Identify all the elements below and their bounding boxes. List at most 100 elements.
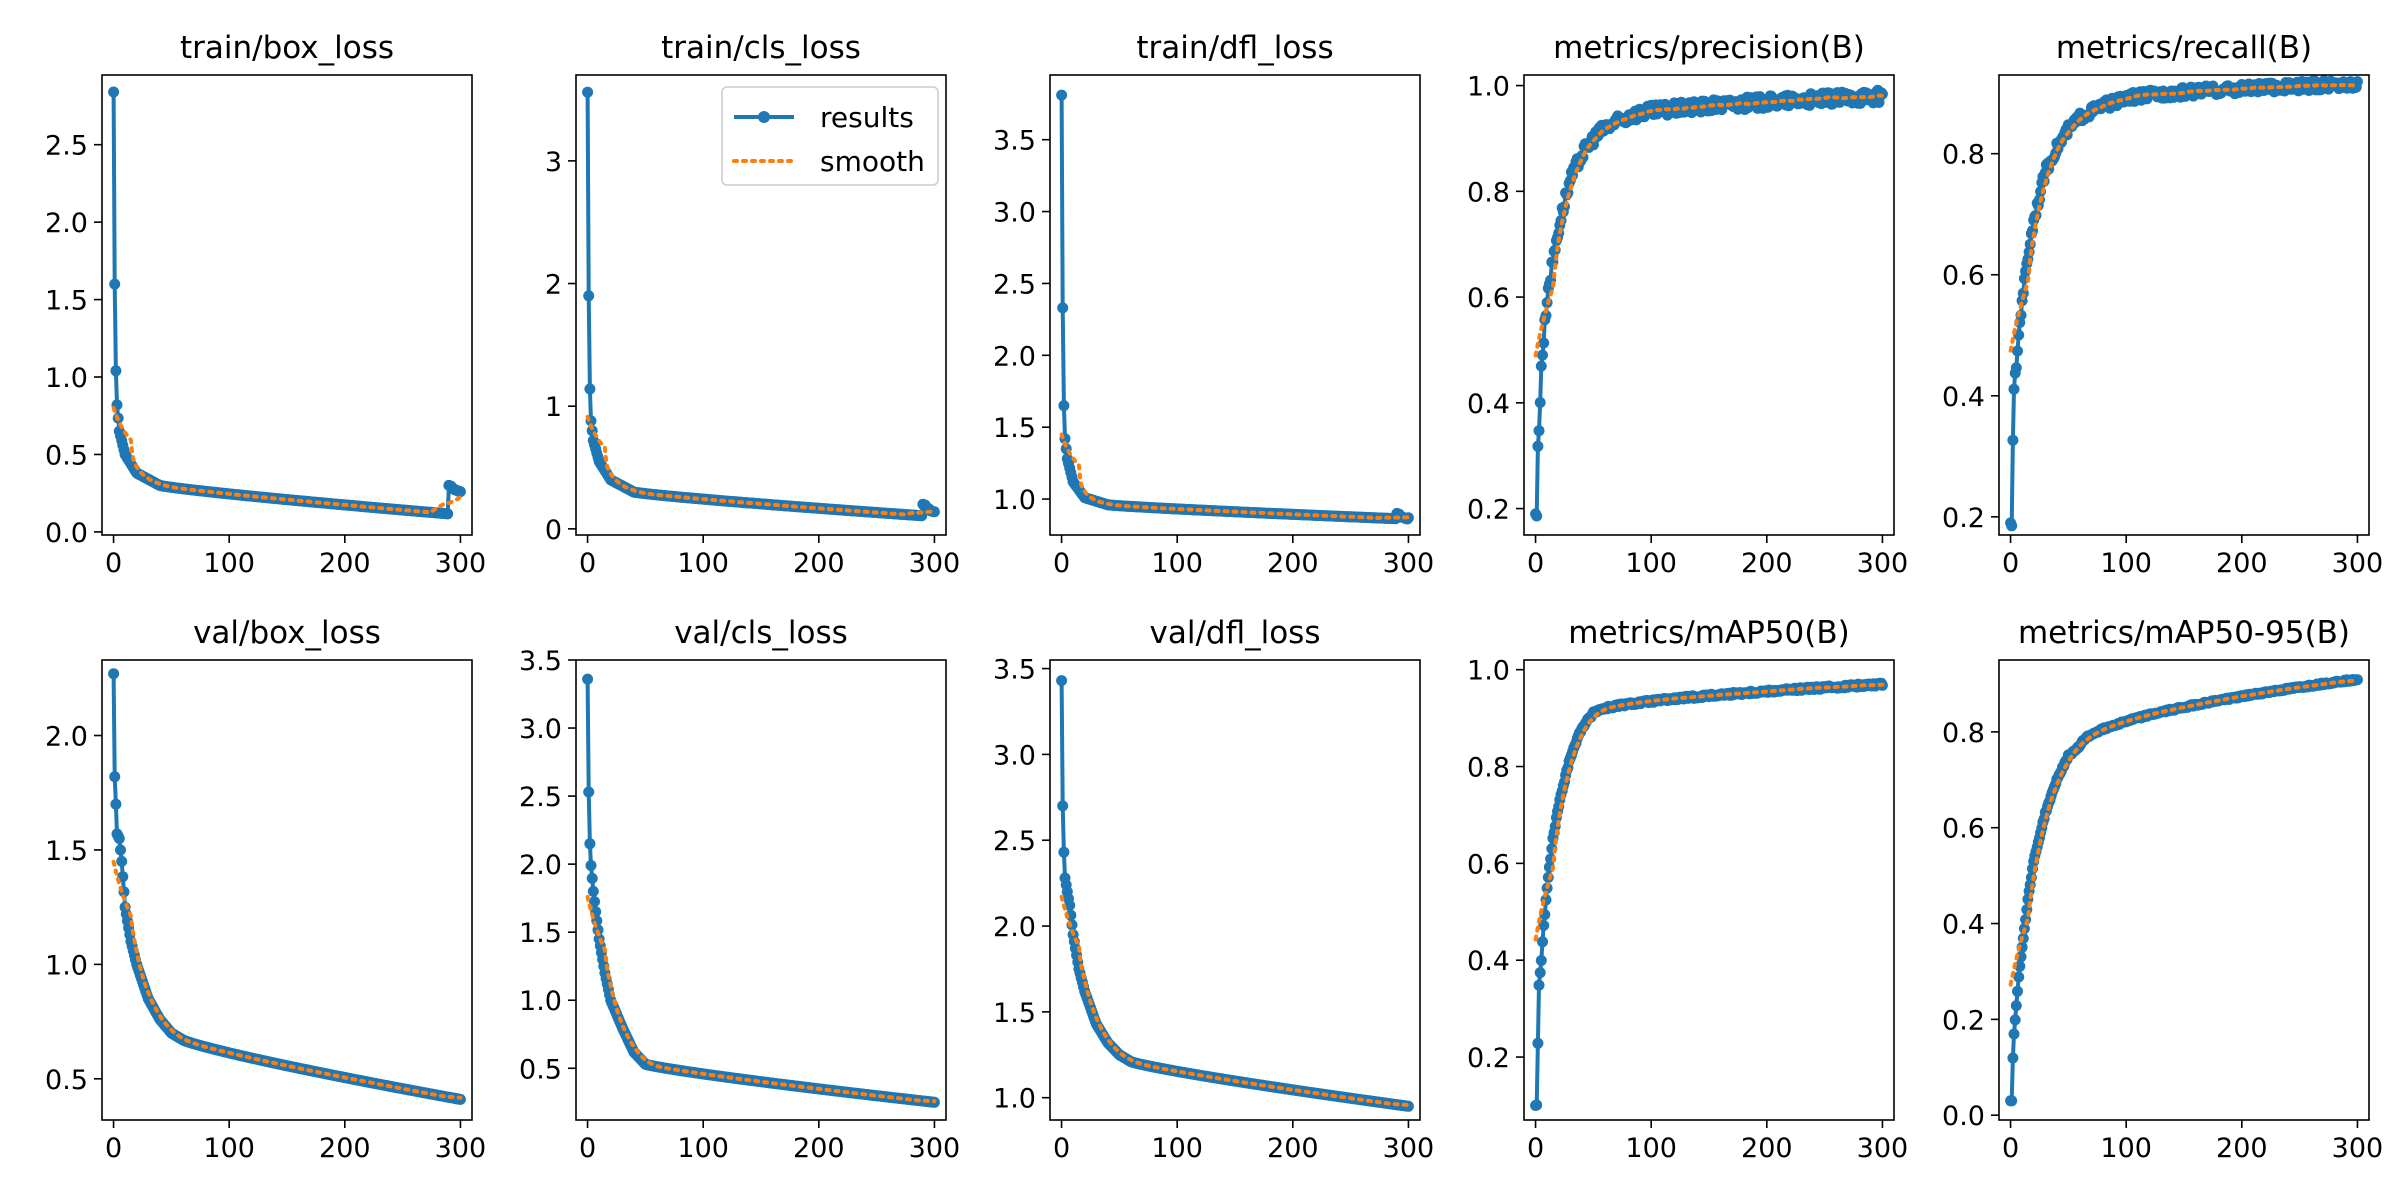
results-point [1064,899,1076,911]
x-tick-label: 200 [2216,1133,2268,1164]
x-tick-label: 200 [1267,1133,1319,1164]
plot-area [108,668,466,1105]
results-point [109,278,121,290]
chart-train-cls-loss: train/cls_loss 0 100 200 300 0 1 2 3 results smoot… [545,30,960,579]
y-tick-label: 0.4 [1942,910,1985,941]
results-point [1056,675,1068,687]
smooth-line [1533,682,1885,942]
results-point [582,673,594,685]
chart-title: train/dfl_loss [1136,30,1333,66]
x-tick-label: 0 [1053,548,1070,579]
results-point [2007,434,2019,446]
y-tick-label: 1.5 [993,413,1036,444]
smooth-line [111,859,463,1100]
x-tick-label: 0 [1527,548,1544,579]
legend: results smooth [721,86,939,186]
chart-title: metrics/mAP50-95(B) [2018,615,2350,651]
x-tick-label: 300 [1383,548,1435,579]
results-point [2351,674,2363,686]
results-point [1531,510,1543,522]
chart-title: val/dfl_loss [1150,615,1321,651]
chart-title: val/cls_loss [674,615,848,651]
smooth-line [585,414,937,517]
results-point [2008,1028,2020,1040]
x-tick-label: 100 [2100,1133,2152,1164]
x-tick-label: 100 [2100,548,2152,579]
y-tick-label: 2.5 [45,131,88,162]
results-point [109,771,121,783]
x-tick-label: 100 [677,548,729,579]
y-tick-label: 1.0 [1467,656,1510,687]
y-tick-label: 3.5 [519,646,562,677]
results-point [1535,360,1547,372]
results-point [583,786,595,798]
y-tick-label: 1.0 [45,950,88,981]
axes-frame [1998,659,2370,1121]
results-point [2008,383,2020,395]
y-tick-label: 0.6 [1467,283,1510,314]
y-tick-label: 2.5 [993,826,1036,857]
y-tick-label: 0.0 [1942,1101,1985,1132]
y-tick-label: 0.2 [1942,503,1985,534]
x-tick-label: 300 [435,1133,487,1164]
x-tick-label: 200 [1741,548,1793,579]
legend-results-label: results [820,101,914,134]
results-point [442,508,454,520]
y-tick-label: 0.5 [45,440,88,471]
smooth-line [1059,432,1411,521]
chart-train-dfl-loss: train/dfl_loss 0 100 200 300 1.0 1.5 2.0 2.5 3.0 3… [993,30,1434,579]
results-point [2010,362,2022,374]
y-tick-label: 1 [545,392,562,423]
results-point [1537,349,1548,361]
x-tick-label: 0 [105,548,122,579]
axes-frame [1523,659,1895,1121]
results-point [2012,985,2023,997]
x-tick-label: 0 [2002,548,2019,579]
y-tick-label: 0.6 [1467,849,1510,880]
axes-frame [575,74,947,536]
x-tick-label: 200 [319,548,371,579]
results-point [1057,800,1069,812]
y-tick-label: 2.5 [519,782,562,813]
chart-val-cls-loss: val/cls_loss 0 100 200 300 0.5 1.0 1.5 2.0 2.5 3.0… [519,615,960,1164]
chart-title: metrics/recall(B) [2056,30,2312,66]
results-point [584,838,596,850]
results-markers [1530,84,1888,522]
y-tick-label: 2.5 [993,269,1036,300]
chart-metrics-map50-95-b: metrics/mAP50-95(B) 0 100 200 300 0.0 0.2 0.4 0.… [1942,615,2383,1164]
legend-smooth-label: smooth [820,145,925,178]
y-tick-label: 1.0 [45,363,88,394]
results-point [1538,337,1550,349]
y-tick-label: 1.5 [993,998,1036,1029]
results-point [110,365,122,377]
results-point [586,872,598,884]
x-tick-label: 100 [1151,1133,1203,1164]
x-tick-label: 0 [105,1133,122,1164]
plot-area [1056,675,1414,1112]
y-tick-label: 0.2 [1467,495,1510,526]
axes-frame [1049,74,1421,536]
y-tick-label: 0.4 [1467,389,1510,420]
chart-title: metrics/precision(B) [1553,30,1865,66]
results-point [2007,1052,2019,1064]
results-markers [582,673,940,1108]
y-tick-label: 1.0 [519,986,562,1017]
results-point [1058,400,1070,412]
results-point [1532,1037,1544,1049]
y-tick-label: 0.4 [1467,946,1510,977]
results-point [116,855,128,867]
axes-frame [1049,659,1421,1121]
results-line [111,673,462,1102]
results-point [1056,89,1068,101]
results-markers [2005,674,2363,1107]
y-tick-label: 0 [545,515,562,546]
plot-area [582,673,940,1108]
y-tick-label: 3.0 [993,740,1036,771]
y-tick-label: 1.0 [993,1084,1036,1115]
smooth-line [2008,82,2360,353]
x-tick-label: 300 [909,1133,961,1164]
y-tick-label: 1.5 [519,918,562,949]
results-point [582,86,594,98]
x-tick-label: 0 [579,548,596,579]
